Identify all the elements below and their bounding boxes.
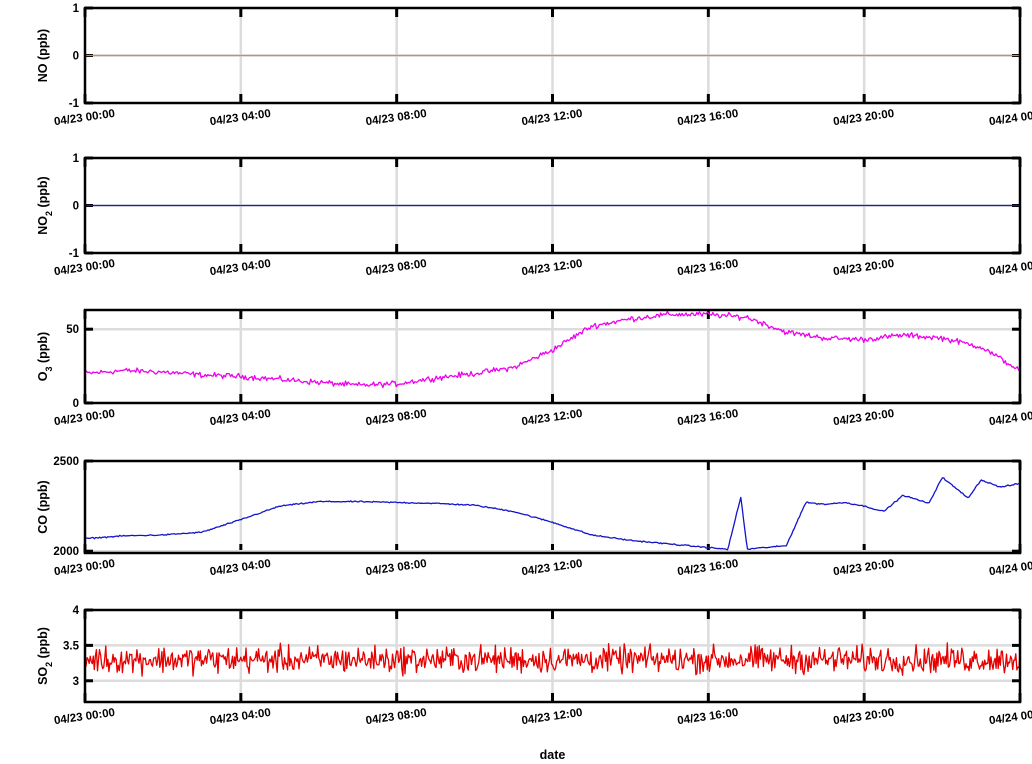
x-tick-label: 04/23 04:00 bbox=[209, 258, 271, 278]
y-tick-label: 50 bbox=[66, 324, 79, 336]
x-tick-label: 04/23 20:00 bbox=[833, 408, 895, 428]
y-tick-label: -1 bbox=[69, 98, 80, 110]
x-tick-label: 04/23 12:00 bbox=[521, 408, 583, 428]
y-axis-label: SO2 (ppb) bbox=[36, 627, 54, 685]
y-tick-label: 2500 bbox=[53, 456, 79, 468]
y-axis-label: O3 (ppb) bbox=[36, 332, 54, 381]
x-tick-label: 04/24 00:00 bbox=[988, 258, 1032, 278]
y-tick-label: -1 bbox=[69, 248, 80, 260]
y-tick-label: 0 bbox=[73, 51, 79, 63]
x-tick-label: 04/23 04:00 bbox=[209, 558, 271, 578]
x-tick-label: 04/23 04:00 bbox=[209, 108, 271, 128]
y-tick-label: 2000 bbox=[53, 546, 79, 558]
chart-panel-1: 04/23 00:00 04/23 04:00 04/23 08:00 04/23 1… bbox=[36, 153, 1032, 278]
x-tick-label: 04/23 16:00 bbox=[677, 258, 739, 278]
y-axis-label: NO2 (ppb) bbox=[36, 176, 54, 234]
axes-frame bbox=[83, 308, 1022, 405]
x-tick-label: 04/23 20:00 bbox=[833, 707, 895, 727]
x-tick-label: 04/24 00:00 bbox=[988, 408, 1032, 428]
y-tick-label: 1 bbox=[73, 3, 80, 15]
chart-panel-0: 04/23 00:00 04/23 04:00 04/23 08:00 04/23 1… bbox=[36, 3, 1032, 128]
x-tick-label: 04/23 12:00 bbox=[521, 707, 583, 727]
axes-frame bbox=[83, 459, 1022, 555]
x-tick-label: 04/23 00:00 bbox=[53, 707, 115, 727]
x-tick-label: 04/23 08:00 bbox=[365, 707, 427, 727]
x-tick-label: 04/23 04:00 bbox=[209, 408, 271, 428]
x-tick-label: 04/23 12:00 bbox=[521, 258, 583, 278]
series-line-0 bbox=[84, 477, 1021, 551]
x-tick-label: 04/23 20:00 bbox=[833, 258, 895, 278]
chart-panel-4: 04/23 00:00 04/23 04:00 04/23 08:00 04/23 1… bbox=[36, 605, 1032, 762]
y-tick-label: 0 bbox=[73, 201, 79, 213]
x-tick-label: 04/23 08:00 bbox=[365, 258, 427, 278]
series-line-0 bbox=[84, 310, 1021, 389]
x-tick-label: 04/23 16:00 bbox=[677, 108, 739, 128]
x-tick-label: 04/23 00:00 bbox=[53, 258, 115, 278]
axes-frame bbox=[83, 608, 1022, 704]
x-tick-label: 04/23 00:00 bbox=[53, 108, 115, 128]
y-axis-label: NO (ppb) bbox=[36, 29, 50, 82]
x-tick-label: 04/23 12:00 bbox=[521, 108, 583, 128]
x-tick-label: 04/23 08:00 bbox=[365, 408, 427, 428]
x-tick-label: 04/23 00:00 bbox=[53, 408, 115, 428]
x-tick-label: 04/24 00:00 bbox=[988, 558, 1032, 578]
x-tick-label: 04/23 08:00 bbox=[365, 558, 427, 578]
x-tick-label: 04/23 16:00 bbox=[677, 408, 739, 428]
axes-frame bbox=[83, 156, 1022, 255]
x-tick-label: 04/23 20:00 bbox=[833, 108, 895, 128]
y-tick-label: 0 bbox=[73, 398, 79, 410]
x-tick-label: 04/23 08:00 bbox=[365, 108, 427, 128]
y-tick-label: 1 bbox=[73, 153, 80, 165]
x-tick-label: 04/23 04:00 bbox=[209, 707, 271, 727]
x-axis-label: date bbox=[540, 748, 566, 762]
y-tick-label: 3 bbox=[73, 676, 79, 688]
y-tick-label: 3.5 bbox=[63, 640, 80, 652]
chart-panel-2: 04/23 00:00 04/23 04:00 04/23 08:00 04/23 1… bbox=[36, 308, 1032, 428]
x-tick-label: 04/24 00:00 bbox=[988, 108, 1032, 128]
x-tick-label: 04/23 12:00 bbox=[521, 558, 583, 578]
x-tick-label: 04/23 00:00 bbox=[53, 558, 115, 578]
series-line-0 bbox=[84, 642, 1021, 677]
x-tick-label: 04/23 16:00 bbox=[677, 707, 739, 727]
x-tick-label: 04/23 20:00 bbox=[833, 558, 895, 578]
y-tick-label: 4 bbox=[73, 605, 80, 617]
chart-panel-3: 04/23 00:00 04/23 04:00 04/23 08:00 04/23 1… bbox=[36, 456, 1032, 578]
x-tick-label: 04/24 00:00 bbox=[988, 707, 1032, 727]
axes-frame bbox=[83, 6, 1022, 105]
x-tick-label: 04/23 16:00 bbox=[677, 558, 739, 578]
y-axis-label: CO (ppb) bbox=[36, 480, 50, 533]
